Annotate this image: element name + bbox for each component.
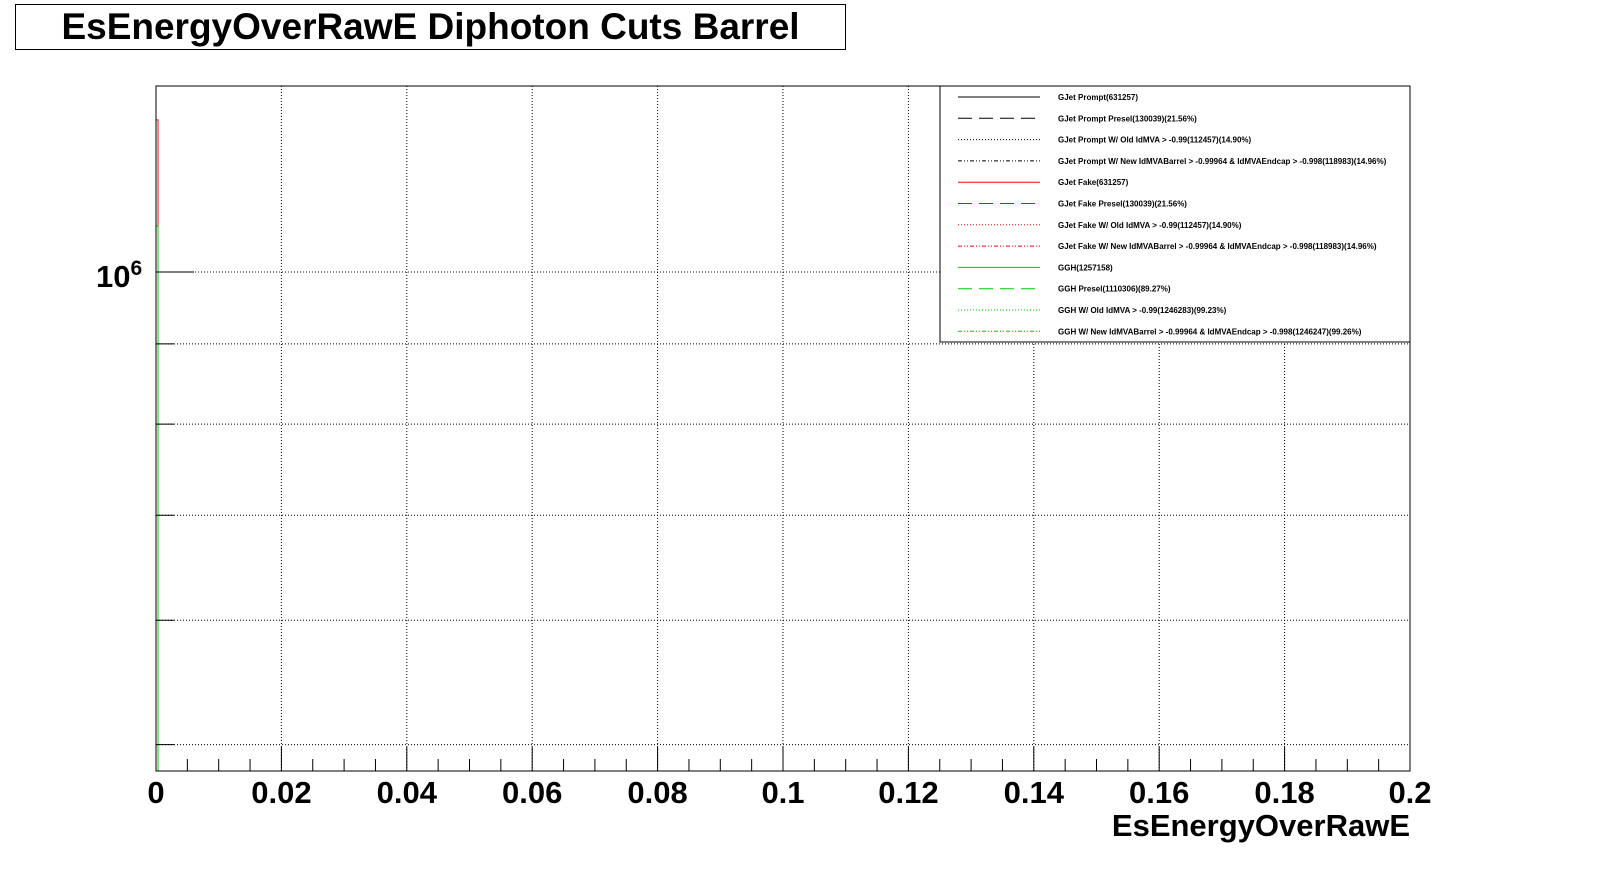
legend-entry: GJet Fake Presel(130039)(21.56%)	[1058, 200, 1187, 209]
x-tick-label: 0.02	[251, 775, 311, 810]
legend-entry: GJet Fake(631257)	[1058, 178, 1129, 187]
x-tick-label: 0.1	[761, 775, 804, 810]
legend-entry: GJet Prompt(631257)	[1058, 93, 1138, 102]
legend-entry: GGH(1257158)	[1058, 263, 1113, 272]
legend: GJet Prompt(631257) GJet Prompt Presel(13…	[939, 85, 1411, 343]
legend-entry: GJet Prompt W/ Old IdMVA > -0.99(112457)…	[1058, 136, 1252, 145]
legend-box	[939, 85, 1411, 343]
x-tick-label: 0.12	[878, 775, 938, 810]
legend-entry: GJet Prompt Presel(130039)(21.56%)	[1058, 114, 1197, 123]
chart-title: EsEnergyOverRawE Diphoton Cuts Barrel	[15, 4, 846, 50]
x-tick-label: 0.04	[377, 775, 438, 810]
x-tick-label: 0	[147, 775, 164, 810]
legend-entry: GJet Fake W/ New IdMVABarrel > -0.99964 …	[1058, 242, 1377, 251]
x-tick-label: 0.14	[1004, 775, 1065, 810]
legend-entry: GJet Prompt W/ New IdMVABarrel > -0.9996…	[1058, 157, 1387, 166]
y-tick-label: 106	[96, 257, 142, 294]
x-tick-label: 0.2	[1388, 775, 1431, 810]
legend-entry: GGH Presel(1110306)(89.27%)	[1058, 285, 1171, 294]
legend-entry: GGH W/ Old IdMVA > -0.99(1246283)(99.23%…	[1058, 306, 1227, 315]
x-tick-label: 0.06	[502, 775, 562, 810]
x-tick-label: 0.18	[1254, 775, 1314, 810]
legend-entry: GGH W/ New IdMVABarrel > -0.99964 & IdMV…	[1058, 327, 1362, 336]
x-tick-label: 0.08	[627, 775, 687, 810]
x-axis: 0 0.02 0.04 0.06 0.08 0.1 0.12 0.14 0.16 0.18 0.2	[147, 747, 1432, 810]
x-axis-title: EsEnergyOverRawE	[1112, 808, 1410, 843]
series-layer	[156, 119, 159, 771]
legend-entry: GJet Fake W/ Old IdMVA > -0.99(112457)(1…	[1058, 221, 1242, 230]
x-tick-label: 0.16	[1129, 775, 1189, 810]
y-axis: 106	[96, 257, 194, 746]
series-line	[156, 225, 159, 771]
